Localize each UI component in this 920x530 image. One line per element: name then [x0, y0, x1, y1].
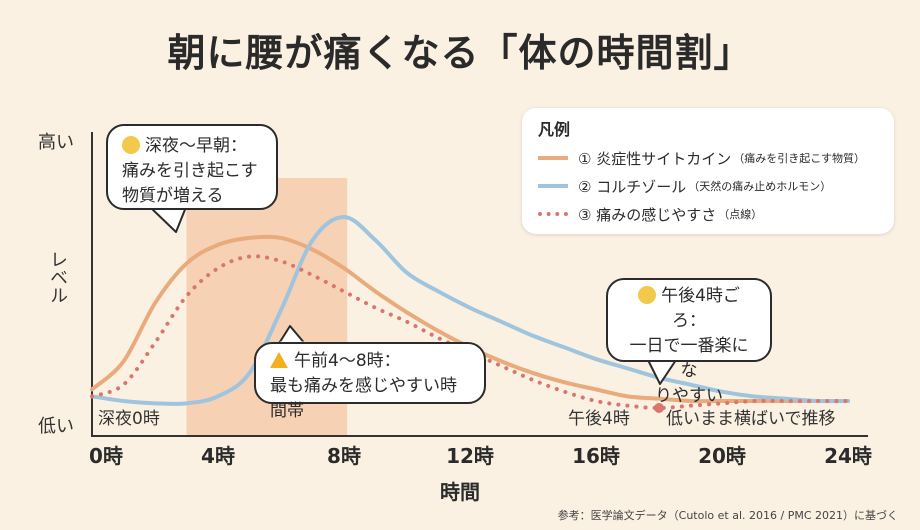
annotation-afternoon-line2: 一日で一番楽にな	[629, 336, 749, 381]
annotation-afternoon: 午後4時ごろ： 一日で一番楽にな りやすい	[606, 278, 772, 406]
x-tick-label: 8時	[327, 444, 361, 468]
annotation-night-tail	[149, 206, 187, 233]
legend-label-cortisol: ② コルチゾール	[578, 177, 687, 196]
label-afternoon-4: 午後4時	[568, 409, 630, 429]
annotation-morning: 午前4〜8時： 最も痛みを感じやすい時間帯	[254, 342, 486, 421]
legend-label-cytokine: ① 炎症性サイトカイン	[578, 149, 732, 168]
legend-swatch-sensitivity	[538, 212, 568, 216]
x-tick-label: 24時	[824, 444, 872, 468]
legend-swatch-cytokine	[538, 156, 568, 160]
annotation-night: 深夜〜早朝： 痛みを引き起こす 物質が増える	[106, 124, 278, 210]
x-tick-label: 12時	[446, 444, 494, 468]
series-line-cortisol	[90, 214, 850, 406]
x-tick-label: 4時	[201, 444, 235, 468]
x-axis-title: 時間	[440, 480, 480, 504]
smiling-face-icon	[638, 286, 657, 304]
label-flat-trend: 低いまま横ばいで推移	[666, 409, 836, 429]
x-tick-label: 20時	[698, 444, 746, 468]
legend-item-cortisol: ② コルチゾール （天然の痛み止めホルモン）	[538, 172, 878, 200]
legend: 凡例 ① 炎症性サイトカイン （痛みを引き起こす物質） ② コルチゾール （天然…	[522, 108, 894, 234]
annotation-morning-line1: 午前4〜8時：	[294, 351, 401, 371]
legend-note-cytokine: （痛みを引き起こす物質）	[733, 152, 865, 165]
annotation-afternoon-line1: 午後4時ごろ：	[661, 286, 740, 331]
annotation-night-line2: 痛みを引き起こす	[122, 161, 258, 181]
x-tick-label: 16時	[572, 444, 620, 468]
annotation-morning-line2: 最も痛みを感じやすい時間帯	[270, 376, 457, 421]
sleepy-face-icon	[122, 136, 140, 154]
legend-item-cytokine: ① 炎症性サイトカイン （痛みを引き起こす物質）	[538, 144, 878, 172]
y-axis-label: レベル	[47, 250, 68, 304]
legend-title: 凡例	[538, 120, 571, 139]
y-low-label: 低い	[38, 416, 74, 437]
label-start-midnight: 深夜0時	[98, 409, 160, 429]
legend-note-cortisol: （天然の痛み止めホルモン）	[688, 180, 832, 193]
legend-swatch-cortisol	[538, 184, 568, 188]
source-footer: 参考：医学論文データ（Cutolo et al. 2016 / PMC 2021…	[557, 509, 898, 522]
legend-note-sensitivity: （点線）	[718, 208, 763, 221]
annotation-night-line1: 深夜〜早朝：	[145, 136, 247, 156]
legend-item-sensitivity: ③ 痛みの感じやすさ （点線）	[538, 200, 878, 228]
y-high-label: 高い	[38, 132, 74, 153]
legend-label-sensitivity: ③ 痛みの感じやすさ	[578, 205, 717, 224]
chart-title: 朝に腰が痛くなる「体の時間割」	[167, 31, 753, 75]
warning-icon	[270, 352, 288, 368]
x-tick-label: 0時	[89, 444, 123, 468]
minimum-point-marker	[654, 403, 664, 413]
annotation-night-line3: 物質が増える	[122, 186, 224, 206]
annotation-afternoon-line3: りやすい	[655, 386, 723, 406]
